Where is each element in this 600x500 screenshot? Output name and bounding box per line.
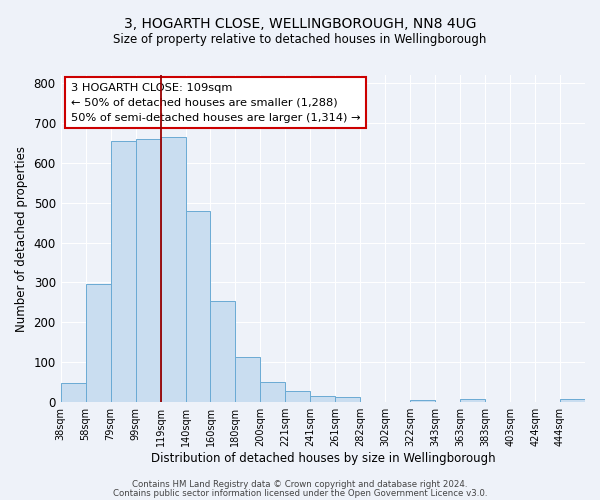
Y-axis label: Number of detached properties: Number of detached properties bbox=[15, 146, 28, 332]
Text: Size of property relative to detached houses in Wellingborough: Size of property relative to detached ho… bbox=[113, 32, 487, 46]
Text: Contains public sector information licensed under the Open Government Licence v3: Contains public sector information licen… bbox=[113, 488, 487, 498]
Bar bbox=[310, 396, 335, 402]
Bar bbox=[286, 391, 310, 402]
Text: 3 HOGARTH CLOSE: 109sqm
← 50% of detached houses are smaller (1,288)
50% of semi: 3 HOGARTH CLOSE: 109sqm ← 50% of detache… bbox=[71, 83, 361, 123]
Bar bbox=[136, 139, 161, 402]
Text: 3, HOGARTH CLOSE, WELLINGBOROUGH, NN8 4UG: 3, HOGARTH CLOSE, WELLINGBOROUGH, NN8 4U… bbox=[124, 18, 476, 32]
Bar bbox=[560, 400, 585, 402]
Bar bbox=[61, 383, 86, 402]
Bar bbox=[185, 210, 211, 402]
Bar bbox=[161, 137, 185, 402]
Bar bbox=[335, 397, 360, 402]
Text: Contains HM Land Registry data © Crown copyright and database right 2024.: Contains HM Land Registry data © Crown c… bbox=[132, 480, 468, 489]
Bar bbox=[235, 357, 260, 402]
Bar bbox=[110, 141, 136, 402]
Bar bbox=[410, 400, 435, 402]
Bar bbox=[260, 382, 286, 402]
X-axis label: Distribution of detached houses by size in Wellingborough: Distribution of detached houses by size … bbox=[151, 452, 495, 465]
Bar bbox=[211, 302, 235, 402]
Bar bbox=[460, 399, 485, 402]
Bar bbox=[86, 284, 110, 402]
